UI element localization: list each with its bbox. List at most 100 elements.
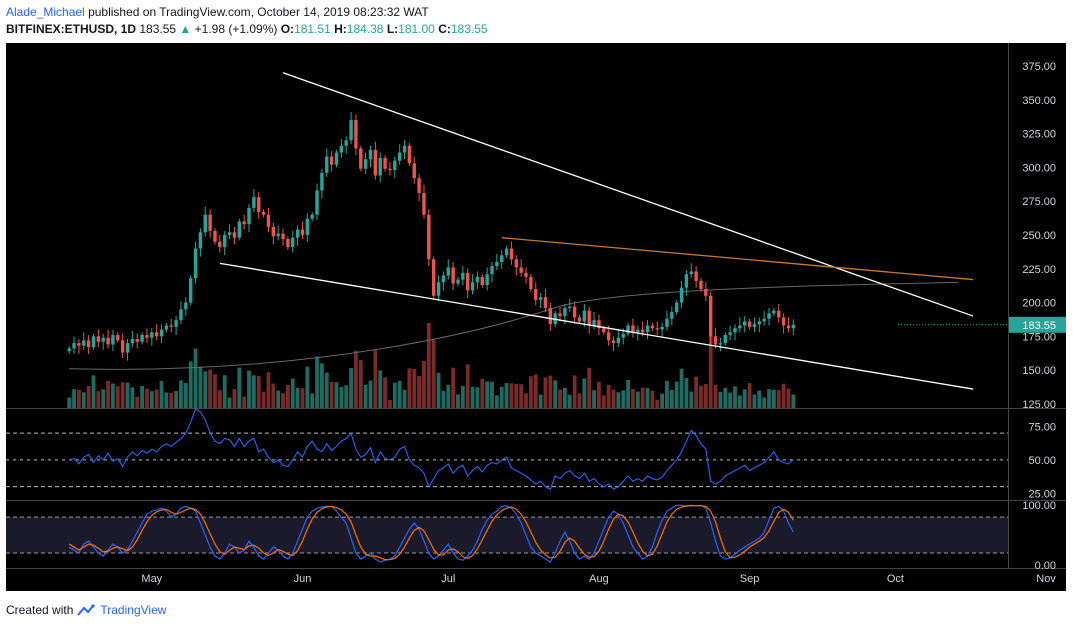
- candle-body: [135, 339, 139, 342]
- author-link[interactable]: Alade_Michael: [6, 5, 85, 19]
- price-tick-label: 225.00: [1022, 264, 1056, 276]
- candle-body: [655, 328, 659, 330]
- volume-bar: [674, 381, 679, 408]
- volume-bar: [130, 387, 135, 408]
- volume-bar: [227, 397, 232, 408]
- volume-bar: [422, 360, 426, 408]
- candle-body: [281, 233, 285, 240]
- volume-bar: [669, 390, 674, 408]
- candle-body: [334, 152, 339, 165]
- volume-bar: [767, 389, 771, 408]
- volume-bar: [611, 389, 616, 408]
- candle-body: [568, 306, 572, 308]
- candle-body: [363, 159, 368, 169]
- price-tick-label: 325.00: [1022, 129, 1056, 141]
- volume-bar: [563, 387, 567, 408]
- candle-body: [82, 340, 86, 346]
- candle-body: [359, 148, 363, 169]
- volume-bar: [140, 386, 144, 408]
- volume-bar: [786, 388, 791, 408]
- low-value: 181.00: [398, 22, 435, 36]
- volume-bar: [67, 397, 72, 408]
- volume-bar: [208, 369, 213, 408]
- stoch-tick-label: 0.00: [1035, 560, 1056, 572]
- rsi-tick-label: 25.00: [1028, 488, 1056, 500]
- volume-bar: [135, 396, 140, 408]
- candle-body: [388, 168, 392, 171]
- candle-body: [320, 172, 324, 191]
- candle-body: [752, 324, 757, 327]
- candle-body: [738, 325, 742, 329]
- volume-bar: [266, 372, 271, 408]
- volume-bar: [329, 381, 334, 408]
- candle-body: [475, 276, 480, 283]
- candle-body: [509, 248, 514, 260]
- volume-bar: [728, 392, 733, 408]
- volume-bar: [470, 386, 475, 408]
- volume-bar: [154, 389, 159, 408]
- volume-bar: [392, 382, 397, 408]
- candle-body: [266, 214, 271, 227]
- volume-bar: [237, 367, 242, 408]
- candle-body: [188, 278, 193, 303]
- symbol-line: BITFINEX:ETHUSD, 1D 183.55 ▲ +1.98 (+1.0…: [6, 21, 488, 37]
- candle-body: [616, 337, 621, 344]
- candle-body: [378, 157, 382, 176]
- volume-bar: [334, 382, 339, 408]
- volume-bar: [723, 387, 728, 408]
- volume-bar: [339, 387, 344, 408]
- x-tick-label: Sep: [740, 573, 760, 585]
- close-label: C:: [438, 22, 451, 36]
- volume-bar: [567, 394, 572, 408]
- candle-body: [427, 214, 431, 260]
- stoch-band-fill: [6, 517, 1008, 554]
- volume-bar: [368, 380, 373, 408]
- candle-body: [227, 232, 232, 235]
- price-tick-label: 250.00: [1022, 230, 1056, 242]
- candle-body: [106, 337, 110, 345]
- volume-bar: [441, 391, 446, 408]
- chart-svg[interactable]: 375.00 350.00 325.00 300.00 275.00 250.00 225.…: [6, 43, 1066, 591]
- candle-body: [218, 241, 222, 248]
- volume-bar: [247, 370, 251, 408]
- volume-bar: [193, 348, 198, 408]
- volume-bar: [426, 323, 431, 408]
- volume-bar: [640, 387, 645, 408]
- volume-bar: [494, 395, 499, 408]
- candle-body: [645, 325, 650, 333]
- candle-body: [271, 226, 275, 237]
- candle-body: [291, 237, 295, 248]
- volume-bar: [417, 375, 421, 408]
- chart-area[interactable]: 375.00 350.00 325.00 300.00 275.00 250.00 225.…: [6, 43, 1066, 591]
- candle-body: [339, 145, 344, 153]
- price-tick-label: 125.00: [1022, 399, 1056, 411]
- volume-bar: [315, 356, 319, 408]
- volume-bar: [363, 384, 368, 408]
- volume-bar: [592, 390, 596, 408]
- candle-body: [232, 232, 237, 238]
- volume-bar: [349, 368, 353, 408]
- candle-body: [310, 214, 314, 219]
- footer: Created with TradingView: [6, 602, 166, 618]
- candle-body: [582, 310, 587, 322]
- candle-body: [728, 332, 732, 335]
- last-price-badge: [1009, 316, 1066, 333]
- volume-bar: [582, 378, 587, 408]
- volume-bar: [383, 377, 387, 408]
- candle-body: [636, 329, 640, 333]
- change-value: +1.98 (+1.09%): [194, 22, 278, 36]
- candle-body: [252, 197, 256, 208]
- upper-trendline: [282, 72, 974, 317]
- candle-body: [261, 211, 266, 215]
- candle-body: [451, 267, 455, 284]
- volume-bar: [295, 387, 300, 408]
- volume-bar: [111, 383, 115, 408]
- candle-body: [694, 271, 698, 281]
- volume-bar: [597, 381, 601, 408]
- volume-bar: [699, 385, 703, 408]
- volume-bar: [645, 388, 650, 408]
- candle-body: [684, 274, 689, 288]
- x-tick-label: Nov: [1036, 573, 1056, 585]
- tradingview-brand[interactable]: TradingView: [100, 603, 167, 617]
- candle-body: [781, 317, 786, 326]
